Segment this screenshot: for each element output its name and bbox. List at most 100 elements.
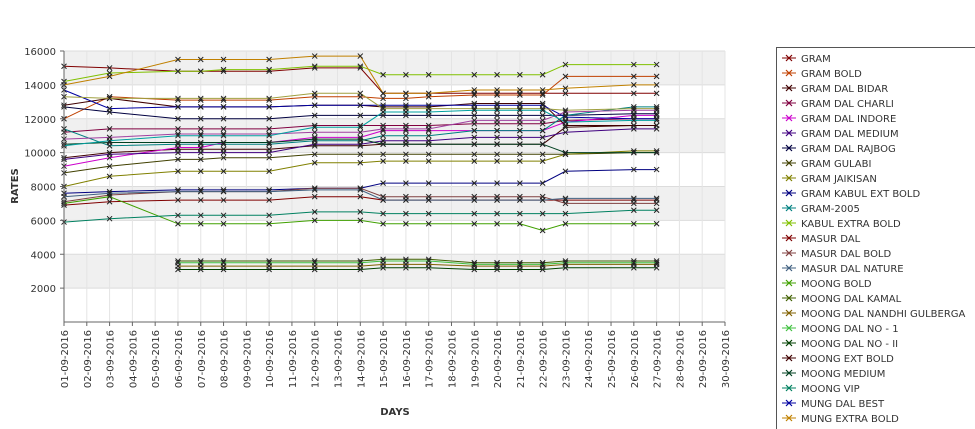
data-point-marker bbox=[357, 209, 364, 215]
data-point-marker bbox=[539, 151, 546, 158]
data-point-marker bbox=[517, 71, 523, 78]
data-point-marker bbox=[653, 122, 660, 129]
data-point-marker bbox=[630, 61, 637, 68]
series-line bbox=[63, 138, 657, 154]
series-7 bbox=[61, 149, 660, 176]
data-point-marker bbox=[403, 71, 409, 78]
data-point-marker bbox=[220, 104, 227, 110]
data-point-marker bbox=[175, 115, 181, 122]
data-point-marker bbox=[653, 264, 660, 271]
legend-item: MASUR DAL bbox=[782, 234, 861, 245]
data-point-marker bbox=[311, 124, 318, 131]
series-line bbox=[63, 209, 657, 223]
x-tick-label: 03-09-2016 bbox=[106, 330, 117, 388]
data-point-marker bbox=[562, 168, 569, 175]
data-point-marker bbox=[220, 266, 227, 273]
x-tick-label: 16-09-2016 bbox=[402, 330, 413, 388]
legend-box bbox=[776, 47, 975, 429]
data-point-marker bbox=[471, 87, 478, 93]
x-tick-label: 11-09-2016 bbox=[288, 330, 299, 388]
data-point-marker bbox=[630, 195, 637, 202]
data-point-marker bbox=[220, 56, 227, 63]
data-point-marker bbox=[266, 126, 272, 132]
data-point-marker bbox=[562, 264, 569, 271]
y-axis-title: RATES bbox=[10, 168, 21, 204]
data-point-marker bbox=[266, 66, 272, 73]
legend-swatch-marker bbox=[785, 114, 793, 122]
legend-swatch-marker bbox=[785, 399, 793, 407]
data-point-marker bbox=[106, 95, 113, 102]
data-point-marker bbox=[425, 126, 432, 132]
legend-swatch-marker bbox=[785, 159, 793, 167]
data-point-marker bbox=[517, 87, 523, 93]
x-tick-label: 29-09-2016 bbox=[698, 330, 709, 388]
x-tick-label: 04-09-2016 bbox=[128, 330, 139, 388]
legend-swatch-marker bbox=[785, 234, 793, 242]
data-point-marker bbox=[266, 95, 272, 102]
legend-label: GRAM GULABI bbox=[801, 159, 871, 170]
data-point-marker bbox=[220, 154, 227, 161]
data-point-marker bbox=[517, 141, 523, 148]
legend-item: GRAM GULABI bbox=[782, 159, 871, 170]
legend-label: MOONG MEDIUM bbox=[801, 369, 885, 380]
legend-label: MUNG EXTRA BOLD bbox=[801, 414, 899, 425]
data-point-marker bbox=[630, 117, 637, 124]
data-point-marker bbox=[630, 259, 637, 266]
data-point-marker bbox=[517, 92, 523, 98]
data-point-marker bbox=[311, 112, 318, 119]
series-line bbox=[63, 89, 657, 120]
legend-item: KABUL EXTRA BOLD bbox=[782, 219, 901, 230]
data-point-marker bbox=[220, 149, 227, 156]
data-point-marker bbox=[197, 68, 204, 75]
legend-label: GRAM JAIKISAN bbox=[801, 174, 877, 185]
x-tick-label: 19-09-2016 bbox=[470, 330, 481, 388]
x-tick-label: 27-09-2016 bbox=[653, 330, 664, 388]
legend-swatch-marker bbox=[785, 219, 793, 227]
x-tick-label: 24-09-2016 bbox=[584, 330, 595, 388]
data-point-marker bbox=[266, 259, 272, 266]
data-point-marker bbox=[106, 173, 113, 180]
x-tick-label: 21-09-2016 bbox=[516, 330, 527, 388]
data-point-marker bbox=[562, 220, 569, 227]
data-point-marker bbox=[494, 117, 500, 124]
data-point-marker bbox=[425, 71, 432, 78]
legend-item: MUNG EXTRA BOLD bbox=[782, 414, 899, 425]
data-point-marker bbox=[380, 132, 386, 139]
legend-label: MASUR DAL NATURE bbox=[801, 264, 904, 275]
legend-swatch-marker bbox=[785, 369, 793, 377]
data-point-marker bbox=[494, 107, 500, 114]
data-point-marker bbox=[494, 180, 500, 186]
data-point-marker bbox=[220, 188, 227, 195]
data-point-marker bbox=[494, 261, 500, 268]
data-point-marker bbox=[220, 139, 227, 146]
data-point-marker bbox=[380, 141, 386, 148]
data-point-marker bbox=[562, 259, 569, 266]
data-point-marker bbox=[197, 212, 204, 219]
data-point-marker bbox=[494, 87, 500, 93]
data-point-marker bbox=[220, 212, 227, 219]
data-point-marker bbox=[630, 207, 637, 214]
data-point-marker bbox=[175, 139, 181, 146]
series-24 bbox=[61, 53, 660, 97]
series-line bbox=[63, 169, 657, 194]
data-point-marker bbox=[357, 129, 364, 136]
legend-swatch-marker bbox=[785, 204, 793, 212]
series-line bbox=[178, 258, 657, 264]
data-point-marker bbox=[517, 117, 523, 124]
x-tick-labels: 01-09-2016 02-09-2016 03-09-2016 04-09-2016… bbox=[60, 330, 732, 388]
data-point-marker bbox=[403, 264, 409, 271]
data-point-marker bbox=[562, 119, 569, 125]
data-point-marker bbox=[311, 193, 318, 200]
data-point-marker bbox=[311, 63, 318, 70]
data-point-marker bbox=[425, 132, 432, 139]
data-point-marker bbox=[403, 220, 409, 227]
data-point-marker bbox=[653, 207, 660, 214]
data-point-marker bbox=[471, 127, 478, 134]
data-point-marker bbox=[380, 264, 386, 271]
legend-item: GRAM DAL CHARLI bbox=[782, 99, 894, 110]
data-point-marker bbox=[630, 82, 637, 88]
legend-item: MUNG DAL BEST bbox=[782, 399, 885, 410]
data-point-marker bbox=[425, 210, 432, 217]
data-point-marker bbox=[425, 220, 432, 227]
data-point-marker bbox=[471, 117, 478, 124]
